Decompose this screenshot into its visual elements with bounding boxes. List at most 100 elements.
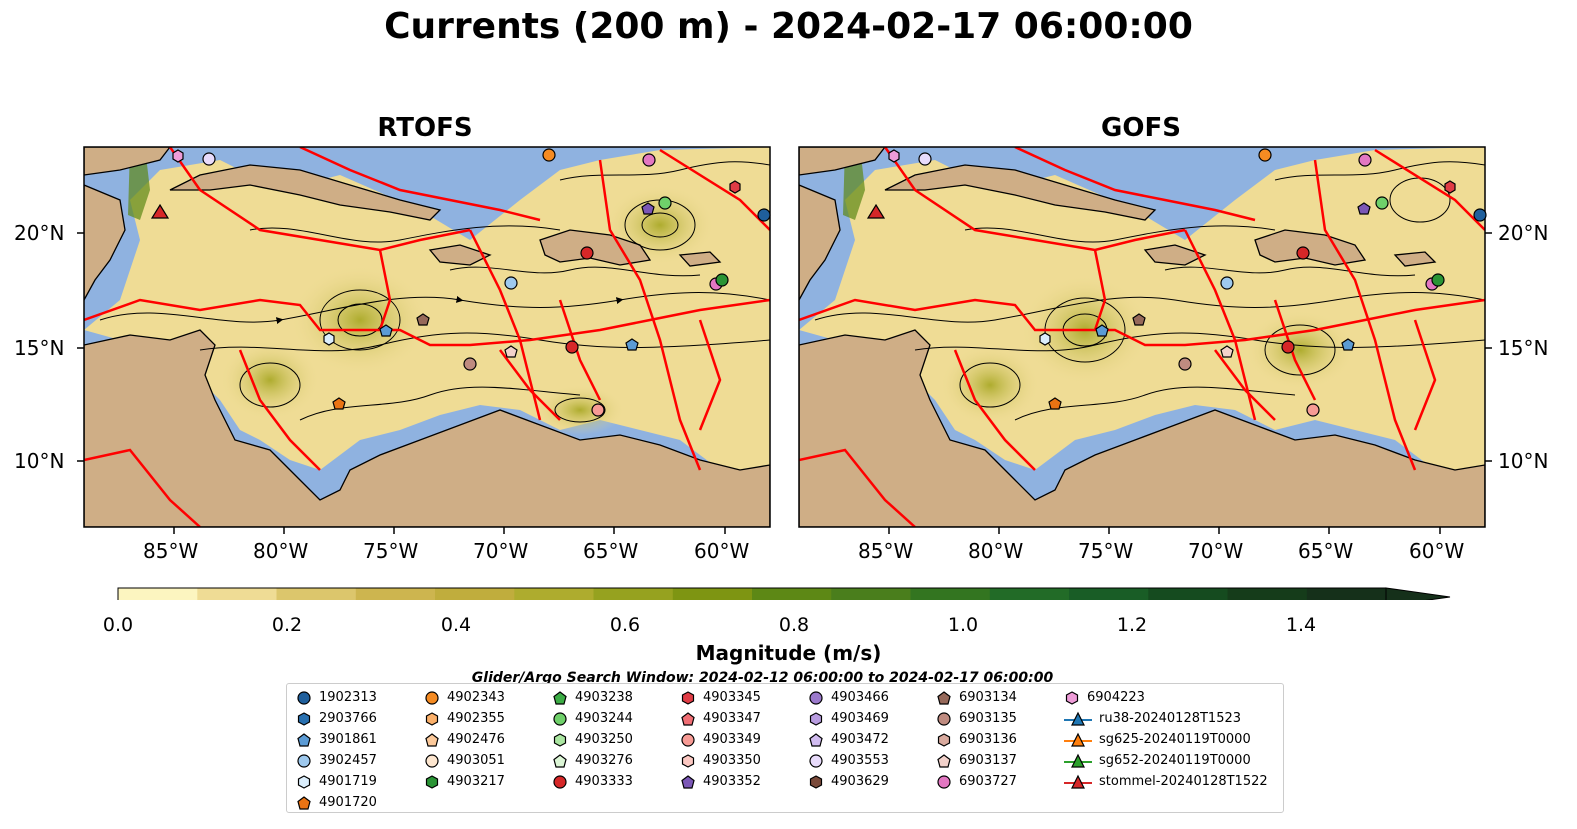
legend-item: 4903350: [679, 750, 761, 771]
legend-item-label: 4902476: [447, 732, 505, 747]
legend-item-label: 4902343: [447, 690, 505, 705]
circle-marker-icon: [937, 774, 951, 789]
lon-tick-label: 85°W: [858, 539, 914, 563]
land-jamaica: [1143, 244, 1207, 266]
land-florida: [799, 147, 886, 176]
pentagon-marker-icon: [809, 732, 823, 747]
triangle-marker-icon: [1064, 753, 1092, 768]
colorbar-cell: [355, 588, 436, 600]
legend-column: 4903238 4903244 4903250 4903276 4903333: [551, 687, 633, 792]
legend-item-label: 4903352: [703, 774, 761, 789]
legend-item-label: 4901720: [319, 795, 377, 810]
triangle-marker-icon: [1064, 774, 1092, 789]
float-marker: [642, 153, 656, 167]
legend-item: 4903244: [551, 708, 633, 729]
float-marker: [918, 152, 932, 166]
colorbar-cell: [1148, 588, 1229, 600]
legend-item: 4902476: [423, 729, 505, 750]
legend-item: stommel-20240128T1522: [1063, 771, 1268, 792]
legend-item: 4901719: [295, 771, 377, 792]
legend-item: 4903238: [551, 687, 633, 708]
eddy-field: [940, 345, 1040, 425]
float-marker: [565, 340, 579, 354]
float-marker: [1095, 324, 1109, 337]
map-panel-gofs[interactable]: [798, 146, 1487, 528]
land-cuba: [169, 164, 442, 221]
hexagon-marker-icon: [809, 711, 823, 726]
lon-tick-label: 75°W: [363, 539, 419, 563]
legend-item: 4903276: [551, 750, 633, 771]
figure-title: Currents (200 m) - 2024-02-17 06:00:00: [384, 6, 1193, 47]
legend-item: 4903553: [807, 750, 889, 771]
legend-item: ru38-20240128T1523: [1063, 708, 1268, 729]
float-marker: [504, 276, 518, 290]
float-marker: [591, 403, 605, 417]
colorbar-frame: [117, 587, 1387, 600]
float-marker: [1048, 397, 1062, 410]
panel-title-gofs: GOFS: [1101, 113, 1181, 143]
land-central-america: [799, 184, 841, 301]
lat-tick-label: 20°N: [14, 221, 65, 245]
colorbar-cell: [672, 588, 753, 600]
legend-item: 4903347: [679, 708, 761, 729]
float-marker: [715, 273, 729, 287]
float-marker: [1220, 276, 1234, 290]
land-puerto-rico: [678, 251, 722, 267]
legend-item: 2903766: [295, 708, 377, 729]
legend-item-label: 4903276: [575, 753, 633, 768]
float-marker: [1220, 345, 1234, 358]
map-panel-rtofs[interactable]: [83, 146, 771, 528]
legend-item-label: sg652-20240119T0000: [1099, 753, 1251, 768]
colorbar-cell: [276, 588, 357, 600]
hexagon-marker-icon: [297, 774, 311, 789]
float-marker: [1358, 153, 1372, 167]
maps-canvas: [77, 146, 1492, 600]
colorbar-extend-arrow: [1385, 587, 1451, 600]
colorbar-label: Magnitude (m/s): [695, 641, 882, 665]
hexagon-marker-icon: [809, 774, 823, 789]
legend-item: 4901720: [295, 792, 377, 813]
legend-item-label: 4903345: [703, 690, 761, 705]
legend-item: 3901861: [295, 729, 377, 750]
circle-marker-icon: [297, 753, 311, 768]
hexagon-marker-icon: [425, 711, 439, 726]
lon-tick-label: 65°W: [583, 539, 639, 563]
colorbar-cell: [989, 588, 1070, 600]
triangle-marker-icon: [1064, 732, 1092, 747]
circle-marker-icon: [297, 690, 311, 705]
circle-marker-icon: [553, 711, 567, 726]
circle-marker-icon: [809, 753, 823, 768]
legend-item: 6903134: [935, 687, 1017, 708]
lat-tick-label: 10°N: [14, 449, 65, 473]
legend-item: 3902457: [295, 750, 377, 771]
legend-item-label: 4901719: [319, 774, 377, 789]
legend-item-label: 6904223: [1087, 690, 1145, 705]
hexagon-marker-icon: [1065, 690, 1079, 705]
colorbar-tick-label: 1.4: [1285, 614, 1317, 636]
legend-item-label: 1902313: [319, 690, 377, 705]
hexagon-marker-icon: [553, 732, 567, 747]
legend-item: 6903135: [935, 708, 1017, 729]
float-marker: [1375, 196, 1389, 210]
pentagon-marker-icon: [425, 732, 439, 747]
float-marker: [1431, 273, 1445, 287]
legend-item-label: 4903347: [703, 711, 761, 726]
colorbar-cell: [118, 588, 198, 600]
search-window-text: Glider/Argo Search Window: 2024-02-12 06…: [471, 670, 1054, 686]
float-markers: [150, 148, 771, 417]
lon-tick-label: 65°W: [1298, 539, 1354, 563]
float-marker: [1039, 332, 1051, 346]
circle-marker-icon: [809, 690, 823, 705]
legend-item-label: 4903469: [831, 711, 889, 726]
map-frame: [83, 146, 771, 528]
pentagon-marker-icon: [297, 795, 311, 810]
legend-item: 4903250: [551, 729, 633, 750]
colorbar-cell: [831, 588, 912, 600]
circle-marker-icon: [553, 774, 567, 789]
legend-item-label: 6903727: [959, 774, 1017, 789]
lon-tick-label: 80°W: [253, 539, 309, 563]
float-marker: [1258, 148, 1272, 162]
float-marker: [542, 148, 556, 162]
legend-item: 6904223: [1063, 687, 1268, 708]
legend-item: 4903345: [679, 687, 761, 708]
